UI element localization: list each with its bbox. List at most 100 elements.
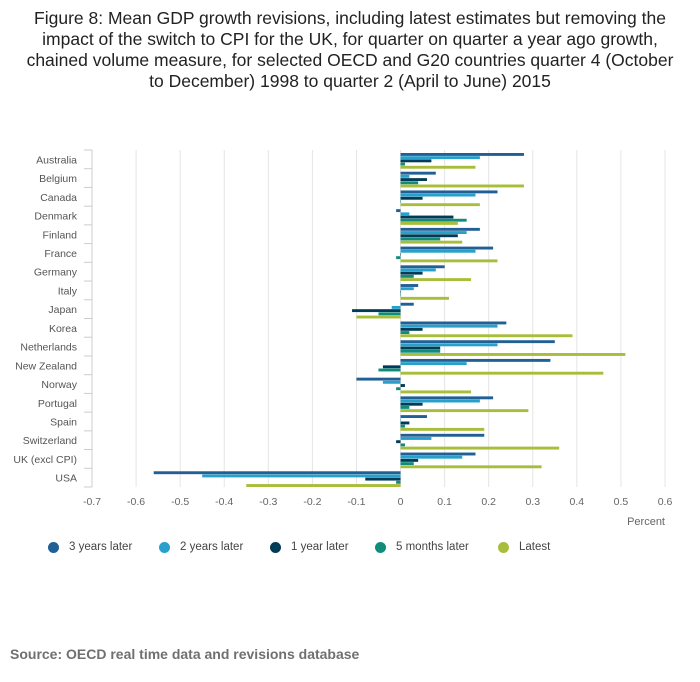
x-tick-label: -0.7 — [83, 496, 101, 508]
bar — [400, 421, 410, 425]
bar — [400, 190, 498, 194]
bar — [400, 353, 626, 356]
bar — [378, 312, 401, 316]
bar — [391, 305, 401, 309]
bar — [400, 268, 436, 272]
bar — [400, 327, 423, 331]
bar — [400, 437, 432, 440]
bar — [400, 390, 472, 394]
bar — [400, 178, 427, 182]
bar — [400, 196, 423, 200]
bar — [400, 290, 402, 294]
bar — [400, 415, 427, 419]
legend-swatch — [270, 541, 281, 553]
x-tick-label: 0.3 — [525, 496, 540, 508]
bar — [400, 293, 402, 297]
bar — [400, 433, 485, 437]
bar — [396, 387, 401, 391]
bar — [400, 302, 414, 306]
bar — [400, 215, 454, 219]
bar — [153, 471, 401, 475]
category-label: New Zealand — [15, 360, 77, 372]
bar — [400, 237, 441, 241]
x-axis-label: Percent — [627, 516, 665, 528]
bar — [400, 249, 476, 253]
legend-item: Latest — [498, 541, 558, 553]
bar — [400, 181, 419, 185]
bar — [400, 405, 410, 409]
legend-label: Latest — [519, 541, 551, 553]
bar — [400, 334, 573, 338]
bar — [400, 399, 480, 403]
x-tick-label: -0.3 — [259, 496, 277, 508]
category-label: Japan — [48, 304, 77, 316]
x-tick-label: 0.1 — [437, 496, 452, 508]
chart-title: Figure 8: Mean GDP growth revisions, inc… — [26, 8, 674, 91]
legend-item: 3 years later — [48, 541, 159, 553]
bar — [396, 209, 401, 213]
bar — [382, 365, 401, 369]
bar — [400, 418, 402, 422]
category-label: Belgium — [39, 173, 77, 185]
bar — [400, 253, 402, 256]
bar — [400, 296, 450, 300]
bar — [356, 315, 401, 319]
x-tick-label: -0.4 — [215, 496, 233, 508]
bar — [400, 358, 551, 362]
legend-item: 1 year later — [270, 541, 375, 553]
bar — [400, 321, 507, 325]
source-note: Source: OECD real time data and revision… — [10, 646, 360, 662]
legend-label: 3 years later — [69, 541, 133, 553]
bar — [400, 340, 555, 344]
bar — [400, 259, 498, 263]
legend-label: 2 years later — [180, 541, 244, 553]
bar — [400, 331, 410, 334]
bar — [400, 234, 458, 238]
bar — [396, 256, 401, 260]
legend-item: 2 years later — [159, 541, 270, 553]
legend-swatch — [48, 541, 59, 553]
bar — [400, 396, 494, 400]
category-label: Portugal — [38, 398, 77, 410]
bar — [400, 274, 414, 278]
bar — [400, 240, 463, 244]
x-tick-label: -0.6 — [127, 496, 145, 508]
category-label: Denmark — [34, 211, 77, 223]
category-label: USA — [55, 473, 77, 485]
bar — [400, 162, 405, 166]
bar — [400, 156, 480, 160]
bar — [365, 477, 401, 481]
legend-item: 5 months later — [375, 541, 498, 553]
bar — [400, 171, 436, 175]
bar — [400, 443, 405, 447]
category-label: Korea — [49, 323, 77, 335]
bar — [400, 212, 410, 216]
bar — [400, 221, 458, 225]
bar — [400, 231, 467, 234]
x-tick-label: 0.4 — [570, 496, 585, 508]
bar — [400, 193, 476, 197]
bar — [400, 203, 480, 207]
x-tick-label: 0.6 — [658, 496, 673, 508]
legend-swatch — [498, 541, 509, 553]
category-label: Italy — [58, 285, 78, 297]
category-label: France — [44, 248, 77, 260]
legend-label: 1 year later — [291, 541, 349, 553]
bar — [378, 368, 401, 372]
bar — [400, 455, 463, 459]
legend: 3 years later 2 years later 1 year later 5 … — [48, 541, 558, 553]
bar — [400, 402, 423, 406]
bar — [400, 427, 485, 431]
x-tick-label: -0.1 — [347, 496, 365, 508]
bar — [400, 227, 480, 231]
legend-label: 5 months later — [396, 541, 469, 553]
bar — [400, 362, 467, 366]
legend-swatch — [159, 541, 170, 553]
bar — [396, 440, 401, 444]
bar — [400, 424, 405, 428]
x-tick-label: -0.5 — [171, 496, 189, 508]
bar — [400, 458, 419, 462]
bar — [400, 371, 604, 375]
x-tick-label: 0 — [398, 496, 404, 508]
x-tick-label: 0.2 — [481, 496, 496, 508]
